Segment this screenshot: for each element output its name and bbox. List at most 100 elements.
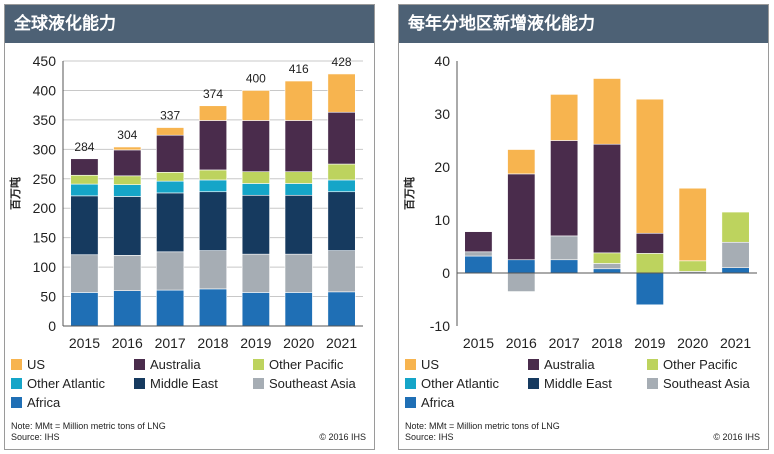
legend-swatch bbox=[647, 358, 658, 370]
legend-label: Other Atlantic bbox=[27, 375, 106, 391]
bar-segment bbox=[156, 289, 185, 327]
bar-segment bbox=[156, 172, 185, 182]
bar-segment bbox=[198, 288, 228, 327]
chart-legend: US Australia Other Pacific Other Atlantic Mi… bbox=[11, 355, 371, 415]
bar-segment bbox=[70, 254, 99, 293]
bar-segment bbox=[70, 292, 99, 327]
total-label: 304 bbox=[117, 128, 137, 142]
y-tick-label: 30 bbox=[434, 106, 450, 122]
bar-segment bbox=[464, 251, 493, 257]
legend-item: Other Pacific bbox=[253, 355, 343, 373]
y-tick-label: 200 bbox=[33, 200, 57, 216]
copyright-text: © 2016 IHS bbox=[319, 432, 366, 442]
bar-segment bbox=[198, 169, 228, 181]
bar-segment bbox=[241, 171, 270, 184]
bar-segment bbox=[198, 105, 228, 121]
total-label: 416 bbox=[289, 62, 309, 76]
legend-swatch bbox=[405, 377, 416, 389]
bar-segment bbox=[241, 90, 270, 121]
bar-segment bbox=[327, 191, 356, 251]
note-text: Note: MMt = Million metric tons of LNG bbox=[11, 421, 166, 431]
chart-panel-left: 全球液化能力 0 50 100 150 200 250 300 350 400 450 2015 28… bbox=[4, 4, 375, 450]
bar-segment bbox=[284, 292, 313, 327]
x-tick-label: 2020 bbox=[283, 335, 314, 351]
legend-item: Middle East bbox=[134, 374, 218, 392]
bar-segment bbox=[678, 187, 707, 262]
chart-legend: US Australia Other Pacific Other Atlantic Mi… bbox=[405, 355, 765, 415]
legend-label: US bbox=[421, 356, 440, 372]
chart-note: Note: MMt = Million metric tons of LNG S… bbox=[405, 421, 560, 443]
y-axis-label: 百万吨 bbox=[8, 177, 22, 210]
bar-segment bbox=[592, 263, 622, 270]
x-tick-label: 2015 bbox=[463, 335, 494, 351]
y-tick-label: 450 bbox=[33, 53, 57, 69]
x-tick-label: 2018 bbox=[197, 335, 228, 351]
source-text: Source: IHS bbox=[11, 432, 60, 442]
bar-segment bbox=[721, 241, 750, 268]
bar-segment bbox=[635, 272, 664, 306]
bar-segment bbox=[464, 231, 493, 253]
legend-item: Australia bbox=[528, 355, 595, 373]
bar-segment bbox=[156, 251, 185, 291]
bar-segment bbox=[635, 98, 664, 234]
x-tick-label: 2021 bbox=[720, 335, 751, 351]
legend-item: Southeast Asia bbox=[253, 374, 356, 392]
legend-label: Africa bbox=[27, 394, 61, 410]
legend-label: Middle East bbox=[150, 375, 218, 391]
legend-swatch bbox=[405, 358, 416, 370]
chart-title: 全球液化能力 bbox=[5, 5, 374, 43]
bar-segment bbox=[678, 260, 707, 272]
bar-segment bbox=[113, 196, 142, 256]
x-tick-label: 2019 bbox=[240, 335, 271, 351]
bar-segment bbox=[635, 232, 664, 254]
bar-segment bbox=[70, 174, 99, 185]
legend-label: US bbox=[27, 356, 46, 372]
y-tick-label: 100 bbox=[33, 259, 57, 275]
bar-segment bbox=[721, 267, 750, 274]
legend-swatch bbox=[253, 377, 264, 389]
bar-segment bbox=[592, 143, 622, 254]
chart-note: Note: MMt = Million metric tons of LNG S… bbox=[11, 421, 166, 443]
bar-segment bbox=[507, 173, 536, 261]
x-tick-label: 2019 bbox=[634, 335, 665, 351]
bar-segment bbox=[198, 250, 228, 290]
bar-segment bbox=[198, 179, 228, 193]
source-text: Source: IHS bbox=[405, 432, 454, 442]
x-tick-label: 2017 bbox=[549, 335, 580, 351]
bar-segment bbox=[284, 183, 313, 196]
bar-segment bbox=[70, 158, 99, 176]
chart-canvas: -10 0 10 20 30 40 2015 2016 2017 2018 2019 2020 2021… bbox=[402, 53, 757, 351]
total-label: 428 bbox=[332, 55, 352, 69]
total-label: 374 bbox=[203, 87, 223, 101]
copyright-text: © 2016 IHS bbox=[713, 432, 760, 442]
legend-swatch bbox=[134, 377, 145, 389]
bar-segment bbox=[284, 194, 313, 255]
bar-segment bbox=[721, 211, 750, 243]
bar-segment bbox=[507, 259, 536, 274]
bar-segment bbox=[70, 183, 99, 197]
x-tick-label: 2021 bbox=[326, 335, 357, 351]
legend-label: Other Atlantic bbox=[421, 375, 500, 391]
bar-segment bbox=[327, 73, 356, 113]
bar-segment bbox=[113, 255, 142, 291]
bar-segment bbox=[635, 253, 664, 274]
legend-item: Other Atlantic bbox=[11, 374, 105, 392]
y-tick-label: 0 bbox=[48, 318, 56, 334]
y-tick-label: 300 bbox=[33, 141, 57, 157]
bar-segment bbox=[550, 94, 579, 141]
legend-item: Southeast Asia bbox=[647, 374, 750, 392]
chart-title: 每年分地区新增液化能力 bbox=[399, 5, 768, 43]
legend-item: Middle East bbox=[528, 374, 612, 392]
legend-swatch bbox=[253, 358, 264, 370]
x-tick-label: 2016 bbox=[112, 335, 143, 351]
legend-swatch bbox=[528, 377, 539, 389]
legend-label: Other Pacific bbox=[663, 356, 738, 372]
bar-segment bbox=[327, 291, 356, 327]
x-tick-label: 2017 bbox=[155, 335, 186, 351]
bar-segment bbox=[327, 163, 356, 181]
bar-segment bbox=[284, 171, 313, 184]
legend-item: Africa bbox=[405, 393, 454, 411]
legend-item: US bbox=[405, 355, 439, 373]
bar-segment bbox=[550, 235, 579, 261]
bar-segment bbox=[592, 252, 622, 264]
